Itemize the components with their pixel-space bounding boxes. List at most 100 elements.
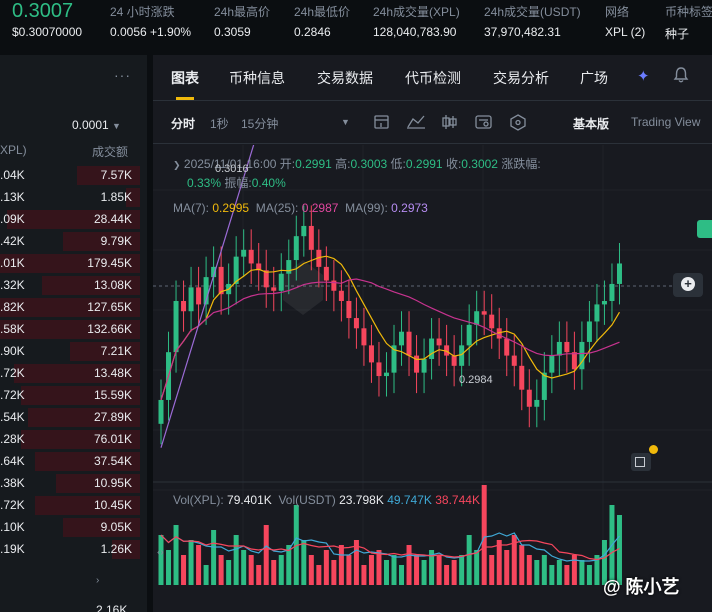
order-book-row[interactable]: .72K 15.59K [0,385,140,405]
row-total: 179.45K [87,256,132,270]
order-book-row[interactable]: .19K 1.26K [0,539,140,559]
candle-body [158,399,164,424]
tab-trade-data[interactable]: 交易数据 [317,70,373,86]
ma7-line [160,255,621,401]
row-qty: .09K [0,212,25,226]
add-order-button[interactable]: + [673,273,703,297]
watermark-text: @ 陈小艺 [603,577,680,597]
order-book-row[interactable]: .72K 10.45K [0,495,140,515]
volume-bar [406,545,412,585]
volume-bars [158,485,622,585]
ohlc-date: 2025/11/01 16:00 [183,157,277,171]
row-qty: .64K [0,454,25,468]
candle-body [233,256,239,284]
depth-bar [0,320,140,339]
order-book-row[interactable]: .01K 179.45K [0,253,140,273]
volume-bar [481,485,487,585]
interval-1s[interactable]: 1秒 [210,117,229,131]
volume-bar [489,555,495,585]
order-book-row[interactable]: .13K 1.85K [0,187,140,207]
order-book-row[interactable]: .90K 7.21K [0,341,140,361]
tag-badge[interactable]: 种子 [665,27,690,41]
volume-bar [368,555,374,585]
stat-network-label: 网络 [605,5,630,19]
order-book-row[interactable]: .54K 27.89K [0,407,140,427]
candle-body [609,283,615,301]
row-total: 37.54K [93,454,132,468]
depth-bar [0,298,140,317]
candle-body [429,338,435,359]
stat-change-label: 24 小时涨跌 [110,5,175,19]
order-book-row[interactable]: .04K 7.57K [0,165,140,185]
volume-bar [556,560,562,585]
precision-value: 0.0001 [72,118,109,132]
candle-body [504,338,510,356]
order-book-row[interactable]: .42K 9.79K [0,231,140,251]
volume-bar [429,550,435,585]
tab-square[interactable]: 广场 [580,70,608,86]
row-total: 127.65K [87,300,132,314]
indicator-icon [374,115,389,129]
order-book-row[interactable]: .10K 9.05K [0,517,140,537]
vol-xpl-label: Vol(XPL): [173,493,224,507]
precision-select[interactable]: 0.0001 ▼ [72,118,121,132]
order-book-row[interactable]: .82K 127.65K [0,297,140,317]
ohlc-low-label: 低: [390,157,406,171]
tab-token-check[interactable]: 代币检测 [405,70,461,86]
candle-body [383,372,389,377]
ohlc-change-label: 涨跌幅: [501,157,541,171]
tab-coin-info[interactable]: 币种信息 [229,70,285,86]
order-book-row[interactable]: .58K 132.66K [0,319,140,339]
interval-line[interactable]: 分时 [171,117,196,131]
basic-version-button[interactable]: 基本版 [573,117,610,131]
candle-body [203,277,209,305]
tradingview-button[interactable]: Trading View [631,115,701,129]
partial-row-total: 2.16K [96,603,128,612]
candle-body [248,249,254,264]
ohlc-high: 0.3003 [350,157,388,171]
row-qty: .19K [0,542,25,556]
interval-15m[interactable]: 15分钟 [241,117,279,131]
stat-low-label: 24h最低价 [294,5,351,19]
candle-body [421,359,427,373]
volume-bar [391,555,397,585]
depth-bar [42,276,140,295]
volume-bar [233,535,239,585]
order-book-row[interactable]: .28K 76.01K [0,429,140,449]
order-book-row[interactable]: .09K 28.44K [0,209,140,229]
depth-bar [21,386,140,405]
candle-body [368,345,374,363]
volume-bar [474,550,480,585]
candle-body [218,266,224,295]
collapse-arrow-icon[interactable]: ‹› [157,547,164,558]
order-book-row[interactable]: .72K 13.48K [0,363,140,383]
more-icon[interactable]: ··· [114,67,131,83]
network-link[interactable]: XPL (2) [605,25,646,39]
candle-body [331,280,337,291]
ai-sparkle-icon[interactable]: ✦ [637,68,650,85]
replay-icon[interactable] [631,453,651,471]
row-qty: .82K [0,300,25,314]
hexagon-settings-icon [510,114,526,131]
bell-icon[interactable] [673,66,689,88]
exchange-watermark [283,260,323,315]
tab-trade-analysis[interactable]: 交易分析 [493,70,549,86]
volume-bar [331,560,337,585]
tab-chart[interactable]: 图表 [171,70,199,86]
stat-high-value: 0.3059 [214,25,251,39]
order-book-row[interactable]: .64K 37.54K [0,451,140,471]
ma25-value: 0.2987 [301,201,339,215]
candle-body [399,331,405,346]
order-book-row[interactable]: .38K 10.95K [0,473,140,493]
active-tab-indicator [176,97,194,100]
candle-body [173,301,179,353]
candle-body [556,341,562,356]
stat-tag-label: 币种标签 [665,5,712,19]
candlestick-chart[interactable] [153,145,712,612]
chevron-right-icon[interactable]: › [96,575,100,586]
order-book-row[interactable]: .32K 13.08K [0,275,140,295]
interval-dropdown-icon[interactable]: ▼ [341,117,350,127]
order-book: ··· 0.0001 ▼ XPL) 成交额 .04K 7.57K .13K 1.85K… [0,55,148,612]
chart-grid [153,145,712,585]
volume-bar [564,565,570,585]
